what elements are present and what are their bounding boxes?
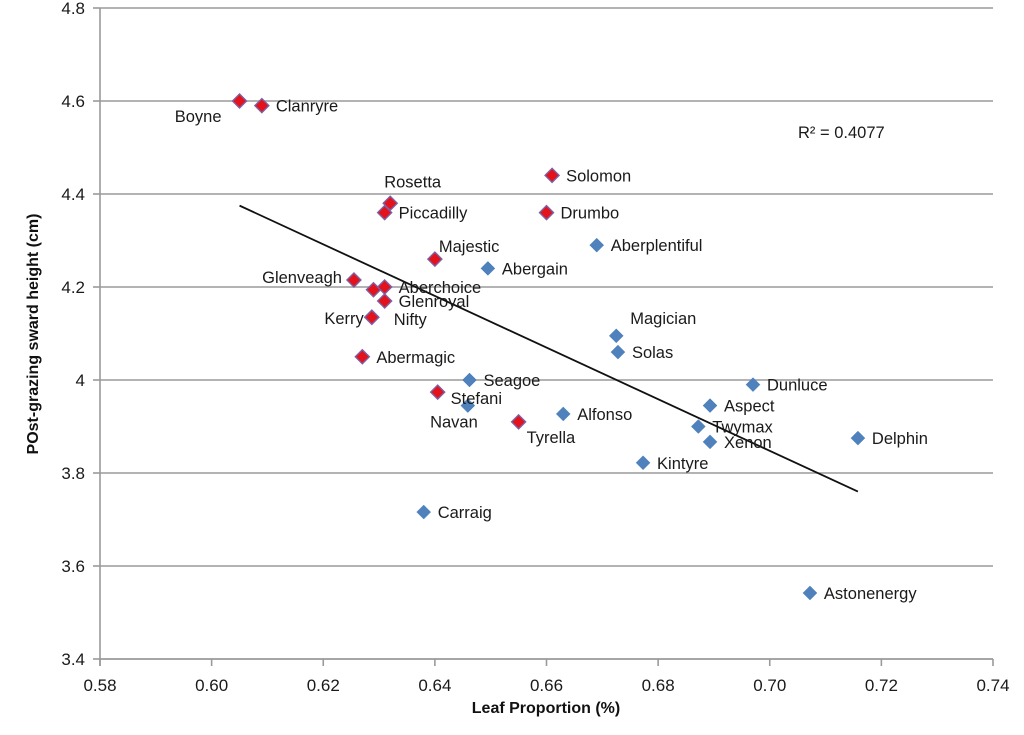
point-labels: Boyne Clanryre Rosetta Piccadilly Solomon Dru… [175, 98, 928, 603]
x-axis-title: Leaf Proportion (%) [472, 700, 620, 717]
y-tick-label: 3.4 [61, 650, 85, 669]
data-point-tyrella [510, 413, 527, 430]
point-label-aspect: Aspect [724, 398, 775, 416]
y-tick-label: 4 [76, 371, 85, 390]
data-point-carraig [416, 504, 432, 520]
r-squared-label: R² = 0.4077 [798, 124, 885, 142]
trendline-group [239, 204, 859, 493]
point-label-aberplentiful: Aberplentiful [611, 237, 703, 255]
tick-labels: 3.4 3.6 3.8 4 4.2 4.4 4.6 4.8 0.58 0.60 0.62 0.64 0.… [61, 0, 1009, 695]
x-tick-label: 0.66 [530, 676, 563, 695]
y-tick-label: 4.4 [61, 185, 85, 204]
point-label-aberchoice: Aberchoice [399, 279, 482, 297]
point-label-xenon: Xenon [724, 434, 772, 452]
data-point-xenon [702, 434, 718, 450]
y-tick-label: 4.6 [61, 92, 85, 111]
data-point-aberplentiful [589, 237, 605, 253]
data-point-aspect [702, 398, 718, 413]
point-label-navan: Navan [430, 414, 478, 432]
data-point-astonenergy [802, 585, 818, 601]
point-label-dunluce: Dunluce [767, 377, 828, 395]
data-points [231, 93, 866, 601]
data-point-navan [460, 398, 476, 413]
point-label-solomon: Solomon [566, 167, 631, 185]
point-label-alfonso: Alfonso [577, 406, 632, 424]
data-point-boyne [231, 93, 248, 109]
x-tick-label: 0.68 [642, 676, 675, 695]
axes [93, 7, 994, 666]
point-label-magician: Magician [630, 310, 696, 328]
x-tick-label: 0.58 [83, 676, 116, 695]
point-label-solas: Solas [632, 344, 673, 362]
data-point-piccadilly [376, 204, 393, 221]
point-label-abergain: Abergain [502, 260, 568, 278]
point-label-boyne: Boyne [175, 108, 222, 126]
data-point-twymax [690, 419, 706, 434]
point-label-seagoe: Seagoe [483, 372, 540, 390]
gridlines [100, 7, 993, 660]
data-point-drumbo [538, 204, 555, 221]
y-tick-label: 4.2 [61, 278, 85, 297]
data-point-glenveagh [345, 272, 362, 289]
data-point-unlabeled [365, 281, 382, 298]
y-tick-label: 3.6 [61, 557, 85, 576]
data-point-solas [610, 344, 626, 360]
x-tick-label: 0.60 [195, 676, 228, 695]
point-label-carraig: Carraig [438, 504, 492, 522]
data-point-clanryre [253, 97, 270, 114]
point-label-kintyre: Kintyre [657, 455, 708, 473]
point-label-piccadilly: Piccadilly [399, 205, 469, 223]
data-point-stefani [429, 384, 446, 401]
point-label-astonenergy: Astonenergy [824, 585, 917, 603]
data-point-abermagic [354, 348, 371, 365]
data-point-seagoe [462, 372, 477, 388]
x-tick-label: 0.64 [418, 676, 451, 695]
point-label-kerry: Kerry [324, 310, 364, 328]
x-tick-label: 0.72 [865, 676, 898, 695]
point-label-glenroyal: Glenroyal [399, 293, 470, 311]
data-point-majestic [426, 251, 443, 268]
data-point-kintyre [635, 455, 651, 471]
data-point-glenroyal [376, 292, 393, 309]
x-tick-label: 0.70 [753, 676, 786, 695]
data-point-delphin [850, 430, 866, 446]
point-label-abermagic: Abermagic [376, 349, 455, 367]
point-label-glenveagh: Glenveagh [262, 269, 342, 287]
point-label-majestic: Majestic [439, 238, 500, 256]
point-label-nifty: Nifty [394, 311, 428, 329]
point-label-clanryre: Clanryre [276, 98, 338, 116]
point-label-tyrella: Tyrella [527, 429, 576, 447]
data-point-solomon [544, 167, 561, 184]
x-tick-label: 0.74 [976, 676, 1009, 695]
point-label-twymax: Twymax [712, 419, 773, 437]
data-point-dunluce [745, 377, 761, 393]
point-label-delphin: Delphin [872, 430, 928, 448]
y-tick-label: 3.8 [61, 464, 85, 483]
point-label-rosetta: Rosetta [384, 173, 442, 191]
y-tick-label: 4.8 [61, 0, 85, 18]
x-tick-label: 0.62 [307, 676, 340, 695]
y-axis-title: POst-grazing sward height (cm) [25, 214, 42, 455]
data-point-magician [608, 328, 624, 344]
point-label-stefani: Stefani [451, 390, 502, 408]
point-label-drumbo: Drumbo [561, 205, 620, 223]
data-point-alfonso [555, 406, 571, 422]
data-point-aberchoice [376, 279, 393, 295]
data-point-nifty [363, 309, 380, 326]
trendline [239, 204, 859, 493]
data-point-abergain [480, 261, 496, 276]
